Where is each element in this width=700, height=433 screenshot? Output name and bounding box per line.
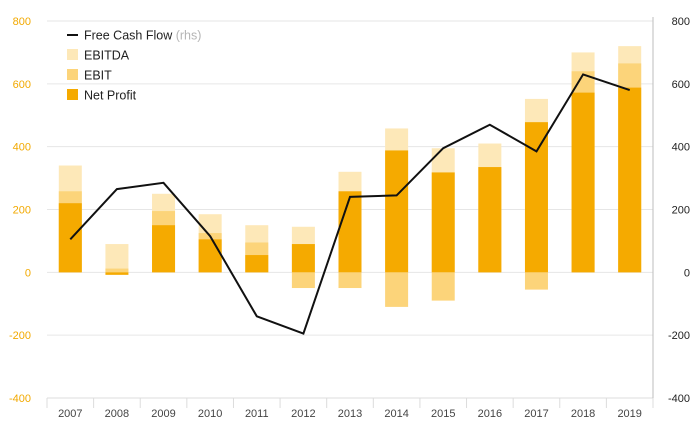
x-tick-label: 2010 (198, 408, 222, 420)
bar-ebit (105, 268, 129, 273)
bar-net-profit (478, 167, 502, 273)
y-right-tick-label: 0 (684, 267, 690, 279)
legend-label-ebitda: EBITDA (84, 49, 130, 63)
bar-net-profit (385, 150, 409, 273)
bar-ebit (291, 272, 315, 289)
y-right-tick-label: -400 (668, 393, 690, 405)
bar-net-profit (618, 87, 642, 273)
legend-label-net-profit: Net Profit (84, 89, 137, 103)
y-right-tick-label: -200 (668, 330, 690, 342)
bar-net-profit (291, 244, 315, 273)
bar-net-profit (431, 172, 455, 273)
x-tick-label: 2009 (151, 408, 175, 420)
legend-swatch-ebit (67, 69, 78, 80)
bar-ebitda (105, 244, 129, 273)
x-tick-label: 2011 (245, 408, 269, 420)
x-tick-label: 2015 (431, 408, 455, 420)
axes: 2007 2008 2009 2010 2011 2012 2013 2014 2015 2016… (9, 16, 690, 420)
y-right-tick-label: 400 (672, 142, 690, 154)
bar-ebit (385, 272, 409, 307)
legend-label-ebit: EBIT (84, 69, 112, 83)
bar-net-profit (338, 191, 362, 273)
bar-net-profit (524, 122, 548, 273)
bars (58, 46, 642, 307)
x-tick-label: 2014 (384, 408, 408, 420)
legend-swatch-ebitda (67, 49, 78, 60)
x-tick-label: 2017 (524, 408, 548, 420)
bar-ebit (524, 272, 548, 290)
bar-ebit (431, 272, 455, 301)
bar-net-profit (198, 239, 222, 273)
bar-net-profit (58, 203, 82, 273)
bar-net-profit (571, 92, 595, 273)
y-left-tick-label: 400 (13, 142, 31, 154)
legend-label-rhs: (rhs) (176, 29, 202, 43)
y-left-tick-label: -200 (9, 330, 31, 342)
y-right-tick-label: 800 (672, 16, 690, 28)
x-tick-label: 2012 (291, 408, 315, 420)
y-left-tick-label: 0 (25, 267, 31, 279)
x-tick-label: 2007 (58, 408, 82, 420)
legend: Free Cash Flow (rhs) EBITDA EBIT Net Profit (67, 29, 201, 103)
legend-swatch-net-profit (67, 89, 78, 100)
y-left-tick-label: 600 (13, 79, 31, 91)
y-left-tick-label: 200 (13, 205, 31, 217)
y-left-tick-label: -400 (9, 393, 31, 405)
bar-ebit (338, 272, 362, 289)
bar-net-profit (245, 255, 269, 273)
x-tick-label: 2016 (478, 408, 502, 420)
bar-net-profit (152, 225, 176, 273)
y-left-tick-label: 800 (13, 16, 31, 28)
y-right-tick-label: 600 (672, 79, 690, 91)
y-right-tick-label: 200 (672, 205, 690, 217)
x-tick-label: 2008 (105, 408, 129, 420)
x-tick-label: 2018 (571, 408, 595, 420)
x-tick-label: 2019 (617, 408, 641, 420)
fcf-line-group (69, 73, 631, 335)
bar-net-profit (105, 272, 129, 275)
legend-label-free-cash-flow: Free Cash Flow (rhs) (84, 29, 201, 43)
x-tick-label: 2013 (338, 408, 362, 420)
